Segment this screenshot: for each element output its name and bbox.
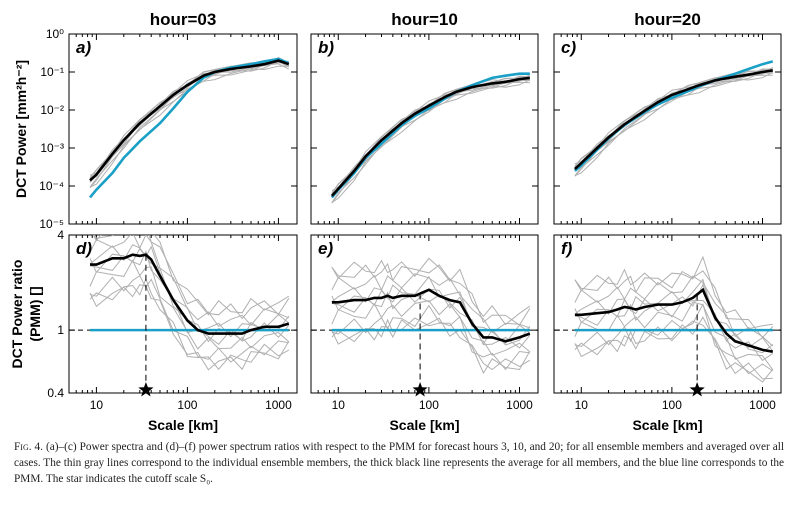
series-group-f <box>574 255 774 383</box>
caption-text: (a)–(c) Power spectra and (d)–(f) power … <box>14 441 784 486</box>
mean-ratio-line <box>90 253 290 335</box>
panel-letter-d: d) <box>76 239 92 258</box>
member-line <box>574 255 773 330</box>
member-line <box>89 259 290 350</box>
panel-letter-a: a) <box>76 38 91 57</box>
x-tick-label: 1000 <box>506 398 533 412</box>
y-tick-label-bottom: 0.4 <box>47 386 64 400</box>
panel-title-3: hour=20 <box>634 10 701 29</box>
member-line <box>574 74 773 177</box>
x-tick-label: 10 <box>90 398 104 412</box>
x-tick-label: 1000 <box>265 398 292 412</box>
y-tick-label-top: 10⁻¹ <box>40 65 64 79</box>
member-line <box>89 60 290 189</box>
member-line <box>89 277 290 370</box>
mean-ratio-line <box>574 287 774 353</box>
panel-letter-b: b) <box>318 38 334 57</box>
member-line <box>331 262 531 326</box>
y-tick-label-top: 10⁻² <box>40 103 64 117</box>
member-line <box>89 274 289 363</box>
y-tick-label-top: 10⁰ <box>46 27 64 41</box>
cutoff-star-marker <box>412 382 428 397</box>
y-axis-label-bottom-line2: (PMM) [] <box>27 286 43 341</box>
mean-line <box>89 59 290 182</box>
member-line <box>331 300 531 356</box>
x-tick-label: 100 <box>662 398 682 412</box>
member-line <box>574 270 774 339</box>
y-tick-label-bottom: 1 <box>57 323 64 337</box>
plot-area-c <box>553 33 782 225</box>
plot-area-e <box>310 234 539 394</box>
mean-ratio-line <box>331 288 531 343</box>
series-group-d <box>89 235 290 371</box>
x-tick-label: 100 <box>177 398 197 412</box>
panel-title-1: hour=03 <box>150 10 217 29</box>
member-line <box>331 74 531 192</box>
member-line <box>574 67 774 165</box>
member-line <box>331 257 531 326</box>
member-line <box>89 235 289 328</box>
member-line <box>574 275 774 347</box>
mean-line <box>330 76 530 197</box>
cutoff-star-marker <box>689 382 705 397</box>
series-group-e <box>331 257 531 375</box>
panel-letter-e: e) <box>318 239 333 258</box>
figure-caption: Fig. 4. (a)–(c) Power spectra and (d)–(f… <box>14 439 784 487</box>
panel-letter-c: c) <box>561 38 576 57</box>
x-tick-label: 10 <box>332 398 346 412</box>
x-axis-label: Scale [km] <box>632 417 702 433</box>
member-line <box>331 81 530 203</box>
series-group-b <box>330 72 531 204</box>
x-tick-label: 1000 <box>749 398 776 412</box>
panel-title-2: hour=10 <box>391 10 458 29</box>
member-line <box>331 317 531 371</box>
y-tick-label-top: 10⁻³ <box>40 141 64 155</box>
plot-area-b <box>310 33 539 225</box>
y-axis-label-bottom-line1: DCT Power ratio <box>9 260 25 369</box>
y-tick-label-top: 10⁻⁴ <box>39 179 64 193</box>
y-axis-label-top: DCT Power [mm²h⁻²] <box>13 60 29 198</box>
y-tick-label-top: 10⁻⁵ <box>39 217 64 231</box>
member-line <box>574 320 773 380</box>
series-group-c <box>574 60 774 177</box>
x-tick-label: 100 <box>419 398 439 412</box>
figure: hour=03 hour=10 hour=20a) b) c)10⁰10⁻¹10⁻²10… <box>9 10 782 433</box>
pmm-line <box>89 57 290 199</box>
series-group-a <box>89 57 290 199</box>
member-line <box>574 301 774 371</box>
member-line <box>92 235 290 316</box>
x-axis-label: Scale [km] <box>389 417 459 433</box>
y-tick-label-bottom: 4 <box>57 228 64 242</box>
member-line <box>93 235 290 320</box>
mean-line <box>574 69 773 170</box>
panel-letter-f: f) <box>561 239 573 258</box>
caption-figure-label: Fig. 4. <box>14 441 43 453</box>
x-axis-label: Scale [km] <box>148 417 218 433</box>
cutoff-star-marker <box>138 382 154 397</box>
x-tick-label: 10 <box>575 398 589 412</box>
